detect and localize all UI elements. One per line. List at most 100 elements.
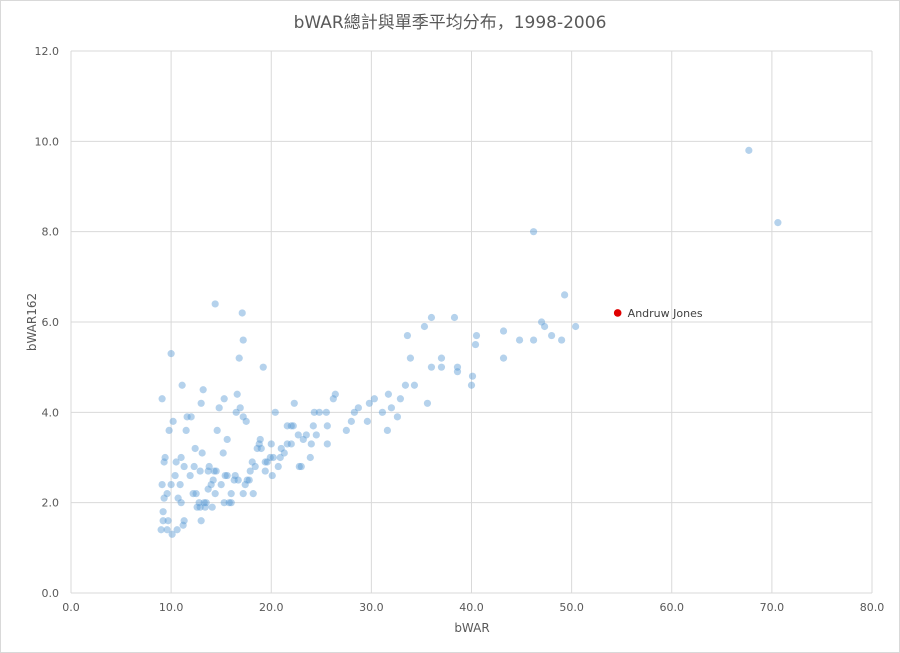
data-point — [176, 481, 184, 489]
data-point — [217, 481, 225, 489]
data-point — [427, 363, 436, 371]
data-point — [299, 435, 307, 444]
data-point — [168, 530, 176, 538]
grid-lines — [70, 50, 873, 594]
data-point — [163, 490, 171, 498]
data-point — [406, 354, 415, 362]
data-point — [191, 444, 199, 453]
data-point — [378, 408, 386, 416]
data-point — [423, 399, 432, 407]
data-point — [280, 449, 288, 457]
data-point — [189, 490, 197, 498]
data-point — [169, 417, 177, 425]
data-point — [223, 435, 231, 444]
data-point — [290, 399, 298, 407]
data-point — [239, 413, 247, 421]
data-point — [307, 440, 315, 448]
data-point — [297, 462, 305, 471]
data-point — [201, 503, 209, 511]
data-point — [287, 422, 295, 430]
data-point — [347, 417, 355, 425]
data-point — [158, 395, 166, 403]
x-tick-label: 30.0 — [359, 601, 384, 614]
y-axis-title: bWAR162 — [25, 293, 39, 351]
data-point — [354, 404, 362, 412]
data-point — [342, 426, 350, 434]
data-point — [177, 499, 185, 507]
data-point — [220, 499, 228, 507]
data-point — [234, 476, 242, 484]
data-point — [277, 444, 285, 453]
data-point — [192, 490, 200, 498]
data-point — [302, 431, 310, 439]
data-point — [196, 503, 204, 511]
data-point — [197, 399, 205, 407]
data-point — [365, 399, 373, 407]
data-point — [450, 313, 459, 322]
data-point — [243, 476, 251, 484]
data-point — [241, 481, 249, 489]
data-point — [161, 453, 169, 462]
data-point — [468, 372, 477, 380]
data-point — [165, 426, 173, 434]
data-point — [289, 422, 297, 430]
y-tick-label: 6.0 — [42, 316, 60, 329]
data-point — [159, 508, 167, 516]
x-tick-label: 80.0 — [860, 601, 885, 614]
data-point — [160, 494, 168, 502]
data-point — [232, 408, 240, 416]
data-point — [268, 471, 276, 480]
data-point — [180, 517, 188, 525]
data-point — [529, 228, 538, 236]
data-point — [306, 453, 314, 462]
data-point — [180, 462, 188, 471]
data-point — [387, 404, 395, 412]
data-point — [196, 467, 204, 475]
y-tick-label: 2.0 — [42, 497, 60, 510]
data-point — [529, 336, 538, 344]
x-tick-label: 70.0 — [760, 601, 785, 614]
data-point — [370, 395, 378, 403]
y-tick-label: 4.0 — [42, 406, 60, 419]
data-point — [287, 440, 295, 448]
data-point — [211, 300, 219, 308]
data-point — [163, 526, 171, 534]
data-point — [420, 322, 429, 331]
data-point — [233, 390, 241, 398]
y-tick-label: 12.0 — [35, 45, 60, 58]
data-point — [210, 467, 218, 475]
data-point — [276, 453, 284, 462]
data-point — [384, 390, 392, 398]
data-point — [183, 413, 191, 421]
data-point — [537, 318, 546, 326]
data-point — [204, 485, 212, 493]
data-point — [167, 481, 175, 489]
data-point — [561, 291, 569, 299]
data-point — [227, 490, 235, 498]
data-point — [197, 517, 205, 525]
data-point — [221, 471, 229, 480]
data-point — [558, 336, 566, 344]
data-point — [322, 408, 330, 416]
data-point — [269, 453, 277, 462]
data-point — [198, 449, 206, 457]
data-point — [225, 499, 233, 507]
y-tick-label: 10.0 — [35, 135, 60, 148]
data-point — [410, 381, 419, 389]
data-point — [245, 476, 253, 484]
data-point — [453, 368, 462, 376]
data-point — [383, 426, 391, 434]
data-point — [774, 219, 782, 227]
data-point — [213, 426, 221, 434]
data-point — [177, 453, 185, 462]
x-tick-label: 50.0 — [559, 601, 584, 614]
data-point — [271, 408, 279, 416]
data-point — [205, 462, 213, 471]
data-point — [396, 395, 405, 403]
data-point — [219, 449, 227, 457]
data-point — [173, 526, 181, 534]
highlight-label: Andruw Jones — [628, 307, 703, 320]
data-point — [261, 458, 269, 466]
data-point — [266, 453, 274, 462]
